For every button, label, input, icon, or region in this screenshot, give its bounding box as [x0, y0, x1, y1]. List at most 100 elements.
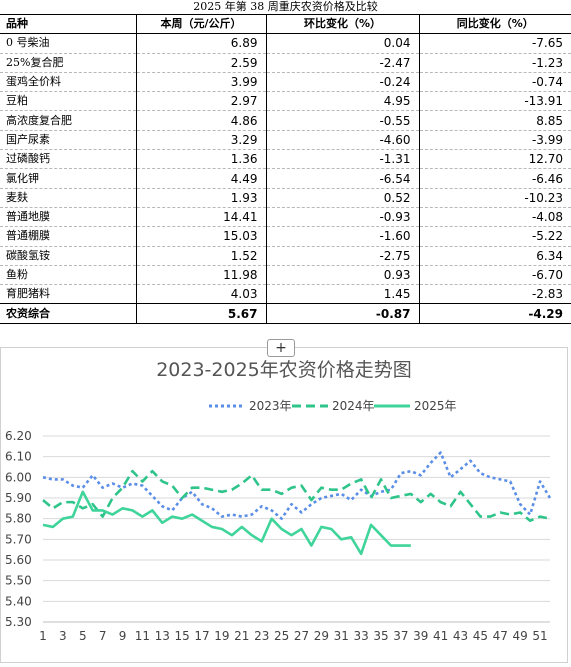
variety-cell: 高浓度复合肥: [0, 110, 137, 131]
yoy-cell: -10.23: [419, 188, 571, 208]
price-cell: 6.89: [136, 33, 267, 54]
x-tick-label: 43: [453, 629, 468, 643]
x-axis: 1 3 5 7 9 11 13 15 17 19 21 23 25 27 29 31 33 35 37 39 41 43 4…: [39, 629, 548, 643]
wow-cell: 0.52: [266, 188, 420, 208]
col-header-yoy: 同比变化（%）: [419, 13, 571, 35]
table-title: 2025 年第 38 周重庆农资价格及比较: [193, 0, 378, 13]
chart-legend: 2023年 2024年 2025年: [209, 399, 457, 413]
price-cell: 2.97: [136, 91, 267, 112]
x-tick-label: 9: [119, 629, 127, 643]
y-tick-label: 6.00: [5, 470, 32, 484]
variety-cell: 普通棚膜: [0, 226, 137, 247]
variety-cell: 过磷酸钙: [0, 149, 137, 170]
x-tick-label: 21: [234, 629, 249, 643]
y-tick-label: 5.90: [5, 491, 32, 505]
variety-cell: 麦麸: [0, 188, 137, 208]
price-cell: 4.86: [136, 110, 267, 131]
wow-cell: 0.93: [266, 265, 420, 286]
y-tick-label: 5.80: [5, 512, 32, 526]
x-tick-label: 3: [59, 629, 67, 643]
price-cell: 1.93: [136, 188, 267, 208]
table-row: 鱼粉 11.98 0.93 -6.70: [0, 265, 571, 286]
table-row: 碳酸氢铵 1.52 -2.75 6.34: [0, 246, 571, 266]
x-tick-label: 15: [175, 629, 190, 643]
legend-label: 2024年: [332, 399, 375, 413]
wow-cell: -2.75: [266, 246, 420, 266]
wow-cell: -6.54: [266, 168, 420, 189]
wow-cell: -0.24: [266, 72, 420, 93]
x-tick-label: 13: [155, 629, 170, 643]
yoy-cell: -6.70: [419, 265, 571, 286]
col-header-wow: 环比变化（%）: [266, 13, 420, 35]
price-cell: 1.52: [136, 246, 267, 266]
x-tick-label: 31: [334, 629, 349, 643]
table-row: 蛋鸡全价料 3.99 -0.24 -0.74: [0, 72, 571, 93]
total-yoy-cell: -4.29: [419, 303, 571, 324]
legend-label: 2025年: [414, 399, 457, 413]
price-cell: 3.29: [136, 130, 267, 151]
table-header-row: 品种 本周（元/公斤） 环比变化（%） 同比变化（%）: [0, 13, 571, 35]
x-tick-label: 19: [214, 629, 229, 643]
series-line-2023年: [42, 451, 552, 520]
x-tick-label: 33: [353, 629, 368, 643]
total-wow-cell: -0.87: [266, 303, 420, 324]
y-tick-label: 5.50: [5, 574, 32, 588]
wow-cell: -4.60: [266, 130, 420, 151]
table-row: 普通地膜 14.41 -0.93 -4.08: [0, 207, 571, 228]
table-row: 过磷酸钙 1.36 -1.31 12.70: [0, 149, 571, 170]
legend-label: 2023年: [249, 399, 292, 413]
variety-cell: 豆粕: [0, 91, 137, 112]
y-tick-label: 6.10: [5, 450, 32, 464]
series-line-2024年: [42, 469, 551, 523]
x-tick-label: 1: [39, 629, 47, 643]
variety-cell: 蛋鸡全价料: [0, 72, 137, 93]
table-row: 普通棚膜 15.03 -1.60 -5.22: [0, 226, 571, 247]
price-trend-chart: 2023-2025年农资价格走势图 2023年 2024年 2025年 6.20 6.…: [0, 347, 568, 663]
x-tick-label: 47: [493, 629, 508, 643]
wow-cell: 0.04: [266, 33, 420, 54]
wow-cell: 1.45: [266, 284, 420, 305]
wow-cell: -1.31: [266, 149, 420, 170]
x-tick-label: 17: [194, 629, 209, 643]
x-tick-label: 41: [433, 629, 448, 643]
table-row: 高浓度复合肥 4.86 -0.55 8.85: [0, 110, 571, 131]
table-row: 国产尿素 3.29 -4.60 -3.99: [0, 130, 571, 151]
y-tick-label: 6.20: [5, 429, 32, 443]
variety-cell: 国产尿素: [0, 130, 137, 151]
x-tick-label: 7: [99, 629, 107, 643]
yoy-cell: -13.91: [419, 91, 571, 112]
wow-cell: 4.95: [266, 91, 420, 112]
wow-cell: -0.55: [266, 110, 420, 131]
y-tick-label: 5.30: [5, 615, 32, 629]
x-tick-label: 5: [79, 629, 87, 643]
x-tick-label: 25: [274, 629, 289, 643]
total-name-cell: 农资综合: [0, 303, 137, 324]
table-body: 0 号柴油 6.89 0.04 -7.65 25%复合肥 2.59 -2.47 -1.23 蛋鸡…: [0, 33, 571, 324]
series-line-2025年: [42, 490, 411, 556]
col-header-variety: 品种: [0, 13, 137, 35]
yoy-cell: 8.85: [419, 110, 571, 131]
x-tick-label: 39: [413, 629, 428, 643]
x-tick-label: 11: [135, 629, 150, 643]
table-row: 育肥猪料 4.03 1.45 -2.83: [0, 284, 571, 305]
price-table-section: 2025 年第 38 周重庆农资价格及比较 品种 本周（元/公斤） 环比变化（%…: [0, 0, 571, 324]
chart-title: 2023-2025年农资价格走势图: [156, 359, 412, 381]
variety-cell: 0 号柴油: [0, 33, 137, 54]
y-tick-label: 5.70: [5, 532, 32, 546]
col-header-price: 本周（元/公斤）: [136, 13, 267, 35]
price-cell: 1.36: [136, 149, 267, 170]
y-tick-label: 5.60: [5, 553, 32, 567]
price-cell: 3.99: [136, 72, 267, 93]
yoy-cell: -5.22: [419, 226, 571, 247]
yoy-cell: -7.65: [419, 33, 571, 54]
add-button[interactable]: +: [267, 339, 295, 357]
x-tick-label: 51: [532, 629, 547, 643]
yoy-cell: -2.83: [419, 284, 571, 305]
yoy-cell: 6.34: [419, 246, 571, 266]
table-row: 麦麸 1.93 0.52 -10.23: [0, 188, 571, 208]
wow-cell: -0.93: [266, 207, 420, 228]
yoy-cell: 12.70: [419, 149, 571, 170]
table-row: 25%复合肥 2.59 -2.47 -1.23: [0, 53, 571, 73]
wow-cell: -1.60: [266, 226, 420, 247]
price-cell: 14.41: [136, 207, 267, 228]
